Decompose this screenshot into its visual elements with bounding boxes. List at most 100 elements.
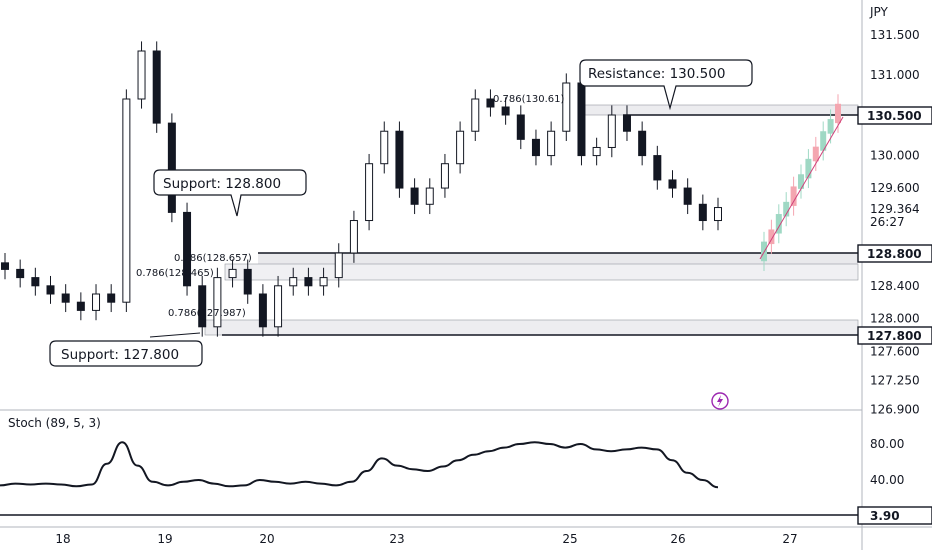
projection-candle xyxy=(805,149,812,189)
candle xyxy=(1,253,9,280)
candle xyxy=(46,275,55,304)
fib-label-128465: 0.786(128.465) xyxy=(136,268,214,279)
candle xyxy=(107,284,116,313)
candle xyxy=(471,89,480,141)
candle xyxy=(668,170,677,198)
candle xyxy=(319,267,328,296)
candle xyxy=(289,267,298,296)
date-tick: 26 xyxy=(670,532,685,546)
callout-resistance-text: Resistance: 130.500 xyxy=(588,66,725,82)
stoch-tick-80: 80.00 xyxy=(870,437,904,451)
pricebox-support-lower: 127.800 xyxy=(857,326,932,345)
candle xyxy=(714,197,722,231)
candle xyxy=(198,275,207,337)
candle xyxy=(183,202,192,296)
date-tick: 18 xyxy=(55,532,70,546)
projection-candle xyxy=(835,94,841,133)
candle xyxy=(516,105,525,150)
candle xyxy=(349,210,358,263)
date-tick: 27 xyxy=(782,532,797,546)
candle xyxy=(410,178,419,215)
support-zone-lower xyxy=(204,319,859,336)
candle xyxy=(213,267,222,337)
stoch-line xyxy=(0,441,719,489)
candle xyxy=(167,113,176,223)
date-tick: 25 xyxy=(562,532,577,546)
candle xyxy=(653,145,662,190)
price-axis: 131.500 131.000 130.000 129.600 128.400 128.0… xyxy=(870,28,920,417)
current-price-label: 129.364 xyxy=(870,202,920,216)
candle xyxy=(607,105,616,158)
callout-support-lower[interactable]: Support: 127.800 xyxy=(49,340,203,367)
stoch-title: Stoch (89, 5, 3) xyxy=(8,416,101,430)
price-tick: 128.000 xyxy=(870,312,920,326)
currency-label: JPY xyxy=(869,5,889,19)
candle xyxy=(592,137,601,166)
price-tick: 127.600 xyxy=(870,345,920,359)
candle xyxy=(228,259,237,288)
pricebox-support-upper: 128.800 xyxy=(857,244,932,263)
support-lower-leader xyxy=(149,332,201,338)
candle xyxy=(76,292,85,321)
candle xyxy=(152,41,161,133)
candle xyxy=(122,89,131,313)
candle xyxy=(395,121,404,198)
price-tick: 127.250 xyxy=(870,374,920,388)
price-tick: 130.000 xyxy=(870,149,920,163)
projection-candle xyxy=(798,164,804,199)
date-tick: 23 xyxy=(389,532,404,546)
candle xyxy=(31,267,40,296)
date-tick: 20 xyxy=(259,532,274,546)
candle xyxy=(137,41,146,109)
stoch-tick-40: 40.00 xyxy=(870,473,904,487)
price-tick: 131.000 xyxy=(870,68,920,82)
candle xyxy=(61,284,70,313)
candles xyxy=(1,41,722,337)
pricebox-resistance-text: 130.500 xyxy=(867,109,922,123)
price-tick: 131.500 xyxy=(870,28,920,42)
candle xyxy=(304,267,313,296)
candle xyxy=(440,153,449,198)
support-zone-upper xyxy=(258,253,858,264)
price-tick: 128.400 xyxy=(870,279,920,293)
candle xyxy=(501,97,510,125)
callout-resistance[interactable]: Resistance: 130.500 xyxy=(579,59,753,111)
projection-candle xyxy=(783,192,790,227)
projection-candle xyxy=(812,136,819,172)
candle xyxy=(486,89,495,117)
projection-trendline xyxy=(759,116,844,260)
candle xyxy=(258,284,267,337)
candle xyxy=(562,73,571,141)
candle xyxy=(547,121,556,166)
fib-label-130610: 0.786(130.61) xyxy=(493,94,565,105)
candle xyxy=(380,121,389,174)
candle xyxy=(638,121,647,166)
lightning-icon[interactable] xyxy=(711,392,729,410)
projection-candles xyxy=(759,94,844,272)
date-tick: 19 xyxy=(157,532,172,546)
pricebox-support-upper-text: 128.800 xyxy=(867,247,922,261)
candle xyxy=(274,275,283,337)
candle xyxy=(456,121,465,174)
callout-support-lower-text: Support: 127.800 xyxy=(61,347,179,363)
candle xyxy=(243,259,252,304)
projection-candle xyxy=(768,219,775,254)
pricebox-resistance: 130.500 xyxy=(857,106,932,125)
callout-support-upper[interactable]: Support: 128.800 xyxy=(153,169,307,217)
resistance-zone xyxy=(584,104,859,116)
price-tick: 126.900 xyxy=(870,403,920,417)
time-axis: 18 19 20 23 25 26 27 xyxy=(55,532,797,546)
candle xyxy=(92,284,101,321)
countdown-label: 26:27 xyxy=(870,215,905,229)
fib-label-127987: 0.786(127.987) xyxy=(168,308,246,319)
price-tick: 129.600 xyxy=(870,181,920,195)
pricebox-support-lower-text: 127.800 xyxy=(867,329,922,343)
candle xyxy=(683,178,692,215)
callout-support-upper-text: Support: 128.800 xyxy=(163,176,281,192)
candle xyxy=(365,153,374,231)
candle xyxy=(334,243,343,288)
projection-candle xyxy=(790,176,797,216)
fib-label-128657: 0.786(128.657) xyxy=(174,253,252,264)
fib-zone-upper xyxy=(224,263,859,281)
